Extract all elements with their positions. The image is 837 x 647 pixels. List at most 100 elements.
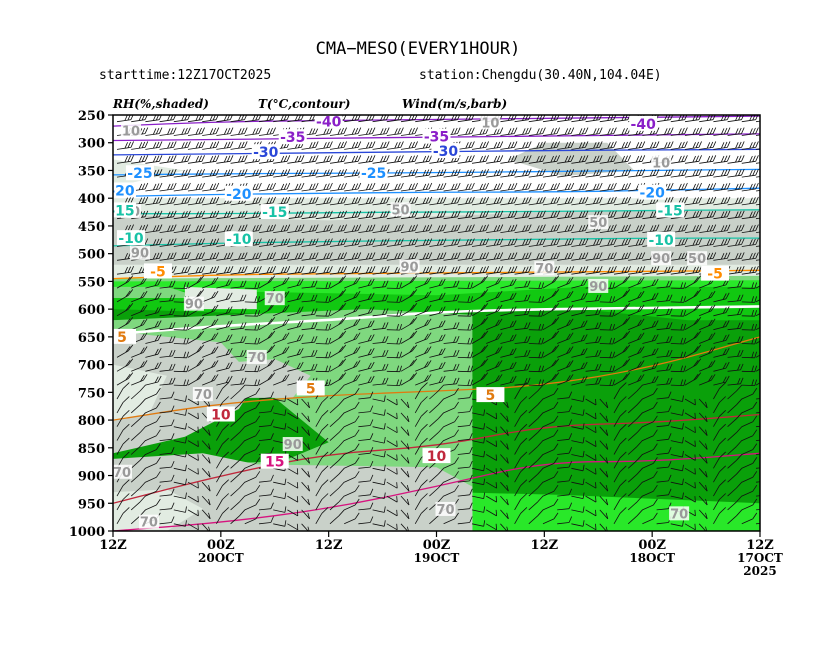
wind-barb xyxy=(287,174,302,178)
wind-barb-feather xyxy=(456,336,460,343)
wind-barb xyxy=(372,341,386,344)
wind-barb-feather xyxy=(638,238,643,246)
wind-barb-feather xyxy=(568,474,573,482)
wind-barb-feather xyxy=(286,224,291,231)
wind-barb-feather xyxy=(365,239,370,246)
wind-barb-feather xyxy=(755,169,759,176)
wind-barb xyxy=(344,435,356,441)
wind-barb xyxy=(500,119,515,123)
wind-barb-feather xyxy=(670,141,674,148)
temperature-label: -35 xyxy=(424,130,449,146)
wind-barb-feather xyxy=(380,128,384,135)
wind-barb-feather xyxy=(553,316,560,324)
wind-barb-feather xyxy=(222,437,229,445)
wind-barb-feather xyxy=(485,155,489,162)
chart-title: CMA−MESO(EVERY1HOUR) xyxy=(316,39,521,59)
temperature-label: -20 xyxy=(640,186,666,202)
wind-barb-feather xyxy=(142,332,148,339)
wind-barb-feather xyxy=(382,280,386,288)
wind-barb-feather xyxy=(438,495,444,503)
wind-barb-feather xyxy=(595,350,599,357)
wind-barb-feather xyxy=(499,238,504,245)
wind-barb xyxy=(642,381,656,386)
wind-barb-feather xyxy=(649,169,654,177)
wind-barb-feather xyxy=(156,457,161,464)
wind-barb-feather xyxy=(668,391,672,398)
wind-barb-feather xyxy=(385,336,389,343)
wind-barb xyxy=(514,355,528,358)
wind-barb-feather xyxy=(627,238,631,245)
wind-barb-feather xyxy=(670,169,674,176)
wind-barb-feather xyxy=(240,322,244,329)
wind-barb-feather xyxy=(496,238,501,246)
wind-barb xyxy=(159,133,174,136)
wind-barb-feather xyxy=(255,401,261,409)
wind-barb xyxy=(727,314,741,317)
wind-barb-feather xyxy=(338,384,345,392)
wind-barb-feather xyxy=(152,155,157,163)
wind-barb xyxy=(613,485,621,497)
wind-barb-feather xyxy=(683,323,686,331)
wind-barb-feather xyxy=(406,443,410,450)
wind-barb xyxy=(500,230,515,233)
wind-barb-feather xyxy=(240,377,244,385)
wind-barb-feather xyxy=(212,238,217,246)
wind-barb-feather xyxy=(738,252,742,259)
wind-barb-feather xyxy=(226,266,231,273)
wind-barb-feather xyxy=(171,419,175,426)
wind-barb-feather xyxy=(751,365,754,372)
wind-barb-feather xyxy=(370,278,375,286)
wind-barb-feather xyxy=(627,155,631,162)
wind-barb xyxy=(471,160,486,164)
wind-barb-feather xyxy=(196,332,202,339)
wind-barb-feather xyxy=(351,211,356,218)
wind-barb-feather xyxy=(480,318,486,325)
wind-barb xyxy=(173,258,188,261)
temperature-label: -20 xyxy=(226,187,252,203)
wind-barb-feather xyxy=(154,307,159,314)
wind-barb xyxy=(173,147,188,150)
wind-barb-feather xyxy=(470,351,473,358)
wind-barb-feather xyxy=(684,266,688,273)
wind-barb-feather xyxy=(694,523,696,530)
wind-barb xyxy=(372,495,385,499)
temperature-label-bg xyxy=(359,165,388,181)
wind-barb xyxy=(443,216,458,220)
wind-barb-feather xyxy=(425,155,430,162)
wind-barb-feather xyxy=(226,169,231,176)
wind-barb-feather xyxy=(510,252,515,259)
wind-barb-feather xyxy=(229,141,234,148)
wind-barb-feather xyxy=(406,484,410,492)
wind-barb-feather xyxy=(598,308,602,315)
wind-barb xyxy=(443,271,458,275)
wind-barb xyxy=(415,244,430,247)
wind-barb-feather xyxy=(252,128,256,135)
temperature-contour xyxy=(113,115,760,127)
wind-barb-feather xyxy=(172,377,176,384)
wind-barb-feather xyxy=(581,238,586,246)
wind-barb-feather xyxy=(400,155,404,162)
wind-barb-feather xyxy=(709,141,714,149)
wind-barb xyxy=(557,160,572,164)
wind-barb-feather xyxy=(340,141,344,149)
wind-barb xyxy=(230,300,244,303)
wind-barb-feather xyxy=(736,412,743,419)
wind-barb xyxy=(415,216,430,220)
wind-barb xyxy=(429,244,444,247)
wind-barb xyxy=(202,216,217,220)
wind-barb-feather xyxy=(507,183,512,191)
wind-barb-feather xyxy=(767,359,772,365)
wind-barb-feather xyxy=(638,252,643,259)
wind-barb-feather xyxy=(767,253,770,259)
wind-barb-feather xyxy=(682,492,684,499)
wind-barb xyxy=(287,353,301,358)
wind-barb-feather xyxy=(720,253,725,260)
wind-barb-feather xyxy=(595,336,599,343)
wind-barb xyxy=(372,426,385,430)
wind-barb-feather xyxy=(684,169,688,176)
wind-barb-feather xyxy=(173,115,177,120)
wind-barb-feather xyxy=(385,280,389,287)
wind-barb-feather xyxy=(258,182,262,190)
wind-barb xyxy=(514,499,521,511)
wind-barb xyxy=(329,501,340,511)
